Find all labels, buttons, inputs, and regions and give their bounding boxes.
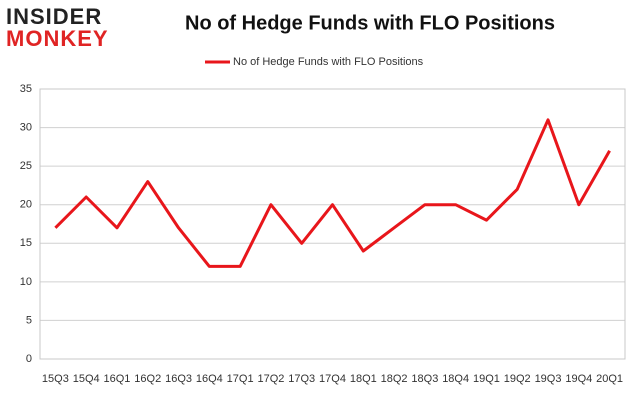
x-tick-label: 15Q3 <box>42 373 69 385</box>
x-tick-label: 18Q2 <box>381 373 408 385</box>
x-tick-label: 19Q1 <box>473 373 500 385</box>
x-tick-label: 17Q1 <box>227 373 254 385</box>
x-tick-label: 17Q2 <box>257 373 284 385</box>
plot-frame <box>39 88 626 360</box>
y-tick-label: 30 <box>20 121 32 133</box>
x-tick-label: 17Q3 <box>288 373 315 385</box>
x-tick-label: 16Q4 <box>196 373 223 385</box>
chart-title: No of Hedge Funds with FLO Positions <box>185 12 555 34</box>
logo-top: INSIDER <box>6 4 102 29</box>
y-tick-label: 0 <box>26 353 32 365</box>
y-tick-label: 20 <box>20 199 32 211</box>
legend-label: No of Hedge Funds with FLO Positions <box>233 56 424 68</box>
y-tick-label: 25 <box>20 160 32 172</box>
x-tick-label: 18Q1 <box>350 373 377 385</box>
x-tick-label: 20Q1 <box>596 373 623 385</box>
x-tick-label: 17Q4 <box>319 373 346 385</box>
x-tick-label: 19Q4 <box>565 373 592 385</box>
x-tick-label: 19Q2 <box>504 373 531 385</box>
y-tick-label: 35 <box>20 83 32 95</box>
x-tick-label: 19Q3 <box>535 373 562 385</box>
x-tick-label: 18Q4 <box>442 373 469 385</box>
logo-bottom: MONKEY <box>6 26 109 51</box>
y-tick-label: 10 <box>20 276 32 288</box>
x-tick-label: 16Q2 <box>134 373 161 385</box>
y-tick-label: 15 <box>20 237 32 249</box>
x-tick-label: 16Q3 <box>165 373 192 385</box>
x-tick-label: 16Q1 <box>104 373 131 385</box>
y-tick-label: 5 <box>26 314 32 326</box>
x-tick-label: 15Q4 <box>73 373 100 385</box>
data-line <box>54 118 611 268</box>
x-tick-label: 18Q3 <box>411 373 438 385</box>
